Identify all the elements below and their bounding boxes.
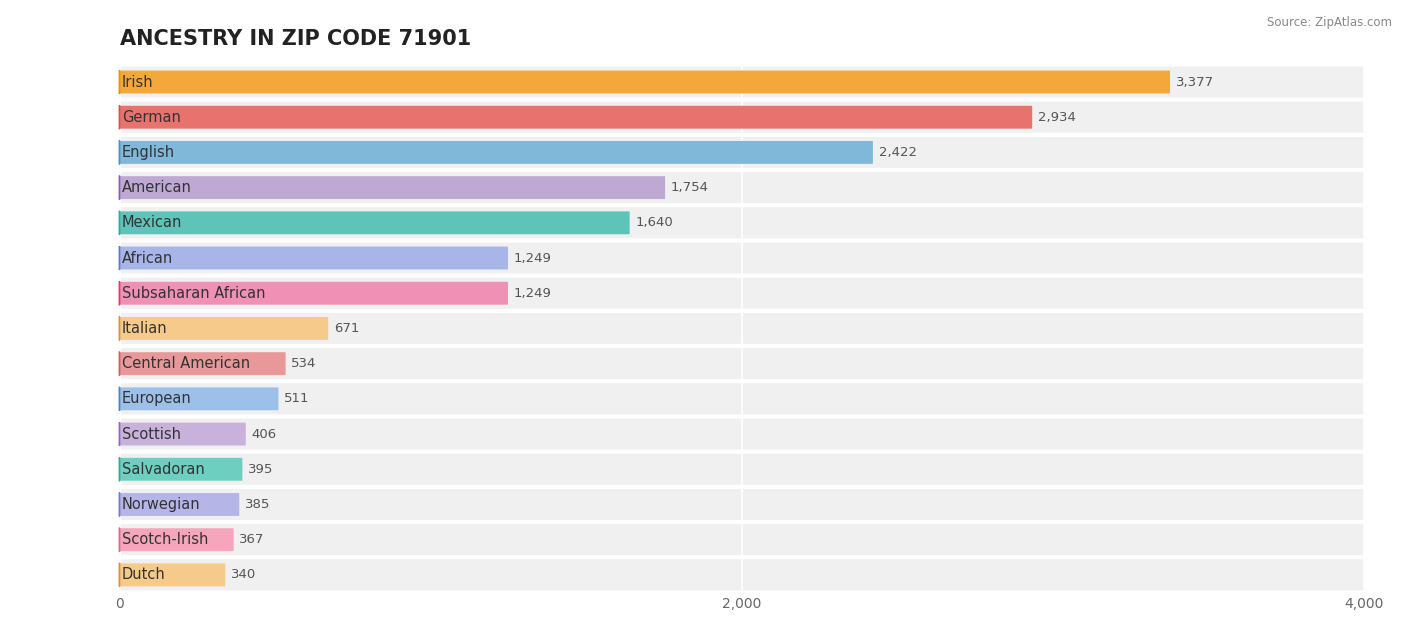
FancyBboxPatch shape <box>120 106 1032 129</box>
FancyBboxPatch shape <box>120 383 1364 414</box>
Text: African: African <box>122 251 173 265</box>
FancyBboxPatch shape <box>120 317 328 340</box>
Text: 2,934: 2,934 <box>1038 111 1076 124</box>
FancyBboxPatch shape <box>120 172 1364 203</box>
Text: European: European <box>122 392 191 406</box>
Text: 2,422: 2,422 <box>879 146 917 159</box>
Text: 671: 671 <box>333 322 359 335</box>
Text: 1,640: 1,640 <box>636 216 673 229</box>
FancyBboxPatch shape <box>120 419 1364 450</box>
Text: Salvadoran: Salvadoran <box>122 462 205 477</box>
Text: English: English <box>122 145 176 160</box>
Text: 385: 385 <box>245 498 270 511</box>
Text: Italian: Italian <box>122 321 167 336</box>
FancyBboxPatch shape <box>120 422 246 446</box>
Text: Subsaharan African: Subsaharan African <box>122 286 266 301</box>
FancyBboxPatch shape <box>120 247 508 269</box>
Text: American: American <box>122 180 191 195</box>
FancyBboxPatch shape <box>120 524 1364 555</box>
Text: 340: 340 <box>231 569 256 582</box>
FancyBboxPatch shape <box>120 66 1364 97</box>
FancyBboxPatch shape <box>120 388 278 410</box>
FancyBboxPatch shape <box>120 278 1364 308</box>
FancyBboxPatch shape <box>120 352 285 375</box>
Text: 367: 367 <box>239 533 264 546</box>
FancyBboxPatch shape <box>120 211 630 234</box>
FancyBboxPatch shape <box>120 71 1170 93</box>
Text: Irish: Irish <box>122 75 153 90</box>
FancyBboxPatch shape <box>120 564 225 586</box>
Text: 406: 406 <box>252 428 277 440</box>
Text: 1,249: 1,249 <box>513 287 551 299</box>
FancyBboxPatch shape <box>120 528 233 551</box>
Text: 1,249: 1,249 <box>513 252 551 265</box>
Text: Dutch: Dutch <box>122 567 166 582</box>
FancyBboxPatch shape <box>120 137 1364 168</box>
Text: ANCESTRY IN ZIP CODE 71901: ANCESTRY IN ZIP CODE 71901 <box>120 29 471 49</box>
Text: 511: 511 <box>284 392 309 405</box>
Text: Norwegian: Norwegian <box>122 497 201 512</box>
Text: German: German <box>122 109 181 125</box>
FancyBboxPatch shape <box>120 176 665 199</box>
FancyBboxPatch shape <box>120 141 873 164</box>
Text: Source: ZipAtlas.com: Source: ZipAtlas.com <box>1267 16 1392 29</box>
FancyBboxPatch shape <box>120 243 1364 274</box>
FancyBboxPatch shape <box>120 348 1364 379</box>
FancyBboxPatch shape <box>120 313 1364 344</box>
FancyBboxPatch shape <box>120 489 1364 520</box>
FancyBboxPatch shape <box>120 458 242 480</box>
Text: 395: 395 <box>247 463 273 476</box>
Text: 3,377: 3,377 <box>1175 75 1213 88</box>
FancyBboxPatch shape <box>120 207 1364 238</box>
FancyBboxPatch shape <box>120 560 1364 591</box>
FancyBboxPatch shape <box>120 102 1364 133</box>
FancyBboxPatch shape <box>120 454 1364 485</box>
Text: Scotch-Irish: Scotch-Irish <box>122 532 208 547</box>
Text: 1,754: 1,754 <box>671 181 709 194</box>
Text: Scottish: Scottish <box>122 426 181 442</box>
Text: Mexican: Mexican <box>122 215 183 231</box>
Text: 534: 534 <box>291 357 316 370</box>
FancyBboxPatch shape <box>120 493 239 516</box>
FancyBboxPatch shape <box>120 282 508 305</box>
Text: Central American: Central American <box>122 356 250 371</box>
